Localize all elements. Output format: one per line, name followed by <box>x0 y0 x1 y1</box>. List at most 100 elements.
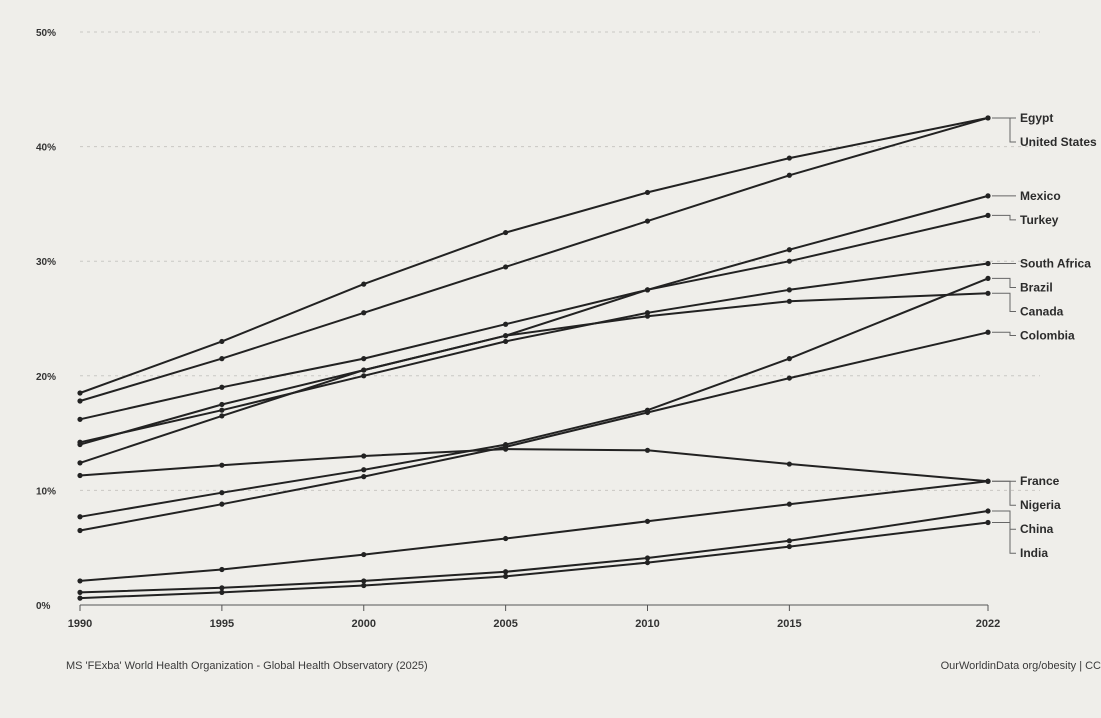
point-mexico <box>361 356 367 362</box>
point-nigeria <box>985 478 991 484</box>
point-india <box>361 582 367 589</box>
source-right: OurWorldinData org/obesity | CC <box>941 660 1101 672</box>
leader-colombia <box>992 331 1016 336</box>
point-canada <box>644 313 651 319</box>
point-nigeria <box>503 535 509 542</box>
series-india <box>77 519 991 601</box>
point-egypt <box>219 338 225 345</box>
label-united-states: United States <box>1020 135 1097 149</box>
point-canada <box>361 367 367 373</box>
point-egypt <box>786 155 792 161</box>
y-axis-ticks: 0% 10% 20% 30% 40% 50% <box>36 28 56 612</box>
series-china <box>77 508 991 595</box>
x-tick-label: 1995 <box>210 618 234 630</box>
line-china <box>79 510 989 594</box>
leader-nigeria <box>992 480 1016 506</box>
x-tick-label: 2000 <box>352 618 376 630</box>
series-south-africa <box>77 260 991 445</box>
leader-canada <box>992 292 1016 312</box>
point-france <box>361 453 367 459</box>
line-colombia <box>79 331 989 532</box>
point-china <box>77 589 83 595</box>
point-colombia <box>985 329 991 335</box>
y-tick-label: 40% <box>36 143 56 154</box>
label-turkey: Turkey <box>1020 213 1059 227</box>
point-india <box>503 573 509 579</box>
point-france <box>503 446 509 452</box>
y-tick-label: 50% <box>36 28 56 39</box>
point-china <box>985 508 991 514</box>
leader-india <box>992 521 1016 554</box>
point-united-states <box>985 115 991 121</box>
point-canada <box>77 460 83 466</box>
series-canada <box>77 290 991 466</box>
point-turkey <box>644 287 651 293</box>
point-china <box>219 585 225 591</box>
point-france <box>77 472 83 479</box>
y-tick-label: 10% <box>36 486 56 497</box>
point-egypt <box>361 281 367 287</box>
x-axis-ticks: 1990 1995 2000 2005 2010 2015 2022 <box>68 605 1000 630</box>
point-mexico <box>77 416 83 422</box>
grid <box>80 31 1040 491</box>
label-india: India <box>1020 546 1048 560</box>
x-tick-label: 2022 <box>976 618 1000 630</box>
line-turkey <box>79 214 989 446</box>
series-labels: Egypt United States Mexico Turkey South Afri… <box>992 111 1097 560</box>
source-left: MS 'FExba' World Health Organization - G… <box>66 660 428 672</box>
point-united-states <box>219 356 225 362</box>
point-south-africa <box>219 407 225 413</box>
point-canada <box>786 298 792 304</box>
point-united-states <box>786 172 792 178</box>
point-canada <box>219 413 225 419</box>
point-egypt <box>644 189 651 196</box>
point-south-africa <box>77 439 83 445</box>
point-brazil <box>77 514 83 520</box>
point-mexico <box>985 193 991 199</box>
point-south-africa <box>503 338 509 345</box>
point-colombia <box>77 527 83 534</box>
point-china <box>361 578 367 584</box>
series-united-states <box>77 115 991 404</box>
point-colombia <box>644 409 651 416</box>
point-colombia <box>219 501 225 507</box>
line-united-states <box>79 116 989 402</box>
leader-turkey <box>992 214 1016 221</box>
point-mexico <box>503 321 509 327</box>
label-colombia: Colombia <box>1020 328 1075 342</box>
leader-united-states <box>992 117 1016 143</box>
point-egypt <box>503 229 509 236</box>
point-south-africa <box>786 287 792 293</box>
label-south-africa: South Africa <box>1020 256 1091 270</box>
point-nigeria <box>361 551 367 558</box>
point-china <box>503 569 509 575</box>
leader-china <box>992 510 1016 530</box>
point-france <box>786 461 792 467</box>
line-france <box>79 448 989 483</box>
point-india <box>985 519 991 526</box>
point-india <box>786 543 792 550</box>
point-colombia <box>786 375 792 381</box>
point-india <box>644 559 651 566</box>
line-mexico <box>79 194 989 421</box>
point-brazil <box>219 490 225 496</box>
point-india <box>219 589 225 595</box>
y-tick-label: 30% <box>36 257 56 268</box>
line-brazil <box>79 277 989 518</box>
point-turkey <box>219 401 225 408</box>
point-turkey <box>786 258 792 264</box>
point-south-africa <box>361 373 367 379</box>
point-brazil <box>985 275 991 281</box>
point-canada <box>985 290 991 296</box>
x-tick-label: 2010 <box>635 618 659 630</box>
point-egypt <box>77 390 83 396</box>
x-tick-label: 2005 <box>493 618 517 630</box>
label-china: China <box>1020 522 1054 536</box>
point-brazil <box>361 467 367 473</box>
label-france: France <box>1020 474 1060 488</box>
point-south-africa <box>985 260 991 267</box>
point-nigeria <box>786 501 792 507</box>
point-united-states <box>644 218 651 224</box>
x-tick-label: 2015 <box>777 618 801 630</box>
